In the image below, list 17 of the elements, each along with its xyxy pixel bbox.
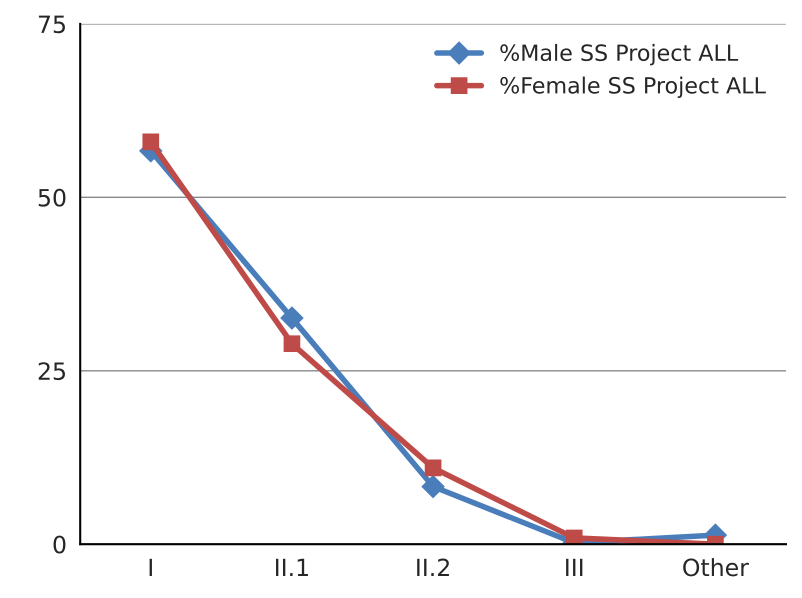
y-tick-label: 75 xyxy=(38,16,65,34)
point xyxy=(280,306,304,330)
point xyxy=(424,460,442,476)
point xyxy=(142,134,160,150)
legend-label: %Male SS Project ALL xyxy=(500,44,738,66)
y-tick-label: 25 xyxy=(38,362,65,380)
x-tick-label: II.2 xyxy=(417,558,449,576)
y-tick-label: 0 xyxy=(54,536,66,554)
x-tick-label: III xyxy=(566,558,582,576)
x-tick-label: I xyxy=(150,558,152,576)
legend-label: %Female SS Project ALL xyxy=(500,76,766,98)
y-tick-label: 50 xyxy=(38,188,66,207)
point xyxy=(566,530,583,544)
point xyxy=(284,335,300,352)
x-tick-label: II.1 xyxy=(276,558,308,576)
x-tick-label: Other xyxy=(683,558,749,576)
point xyxy=(422,475,445,498)
